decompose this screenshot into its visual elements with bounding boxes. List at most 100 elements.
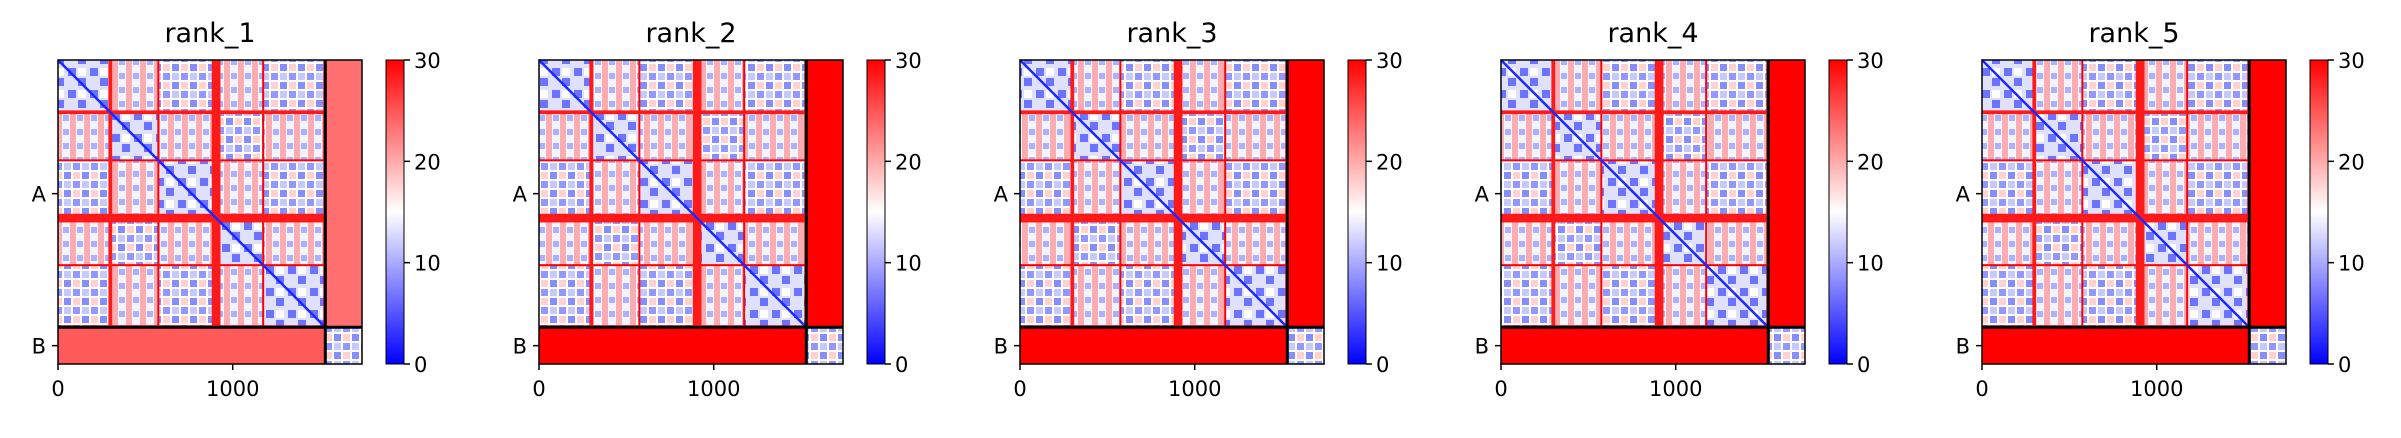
panel-title-4: rank_4 bbox=[1607, 18, 1698, 49]
heatmap-diagonal bbox=[538, 59, 844, 365]
heatmap-block bbox=[159, 220, 217, 265]
heatmap-block bbox=[1180, 161, 1225, 219]
heatmap-band bbox=[1020, 213, 1288, 223]
heatmap-block bbox=[1661, 161, 1706, 219]
heatmap-block bbox=[1072, 60, 1120, 111]
heatmap-block bbox=[1226, 220, 1286, 265]
y-tick-label: B bbox=[994, 335, 1008, 359]
heatmap-block bbox=[1226, 161, 1286, 219]
y-tick-label: A bbox=[513, 183, 528, 207]
heatmap-block bbox=[2083, 266, 2141, 326]
x-tick-label: 0 bbox=[1494, 377, 1507, 401]
colorbar-2: 0 10 20 30 bbox=[866, 49, 922, 377]
heatmap-block bbox=[640, 220, 698, 265]
heatmap-block bbox=[1020, 112, 1071, 160]
heatmap-block bbox=[1707, 161, 1767, 219]
y-tick-label: A bbox=[32, 183, 47, 207]
heatmap-band bbox=[539, 213, 807, 223]
heatmap-block bbox=[1180, 60, 1225, 111]
heatmap-block bbox=[58, 266, 109, 326]
heatmap-block bbox=[218, 161, 263, 219]
heatmap-band bbox=[1501, 110, 1769, 115]
heatmap-band bbox=[1070, 60, 1075, 328]
colorbar-tick-label: 0 bbox=[1857, 353, 1870, 377]
x-tick-label: 0 bbox=[51, 377, 64, 401]
heatmap-block bbox=[1226, 112, 1286, 160]
heatmap-band bbox=[1654, 60, 1664, 328]
y-tick-label: B bbox=[1475, 335, 1489, 359]
x-tick-label: 1000 bbox=[206, 377, 259, 401]
y-tick-label: B bbox=[513, 335, 527, 359]
colorbar-tick-label: 30 bbox=[1376, 49, 1403, 73]
heatmap-block bbox=[1553, 266, 1601, 326]
heatmap-band bbox=[692, 60, 702, 328]
heatmap-band bbox=[58, 110, 326, 115]
colorbar-tick-label: 30 bbox=[1857, 49, 1884, 73]
heatmap-block bbox=[1501, 266, 1552, 326]
heatmap-block bbox=[699, 60, 744, 111]
heatmap-chainB-block bbox=[2249, 327, 2286, 364]
heatmap-block bbox=[2034, 220, 2082, 265]
heatmap-block bbox=[745, 60, 805, 111]
heatmap-diagonal bbox=[1500, 59, 1806, 365]
heatmap-band bbox=[539, 110, 807, 115]
heatmap-diagonal bbox=[57, 59, 363, 365]
heatmap-chainB-block bbox=[1287, 327, 1324, 364]
heatmap-block bbox=[110, 220, 158, 265]
heatmap-block bbox=[1602, 220, 1660, 265]
heatmap-band bbox=[108, 60, 113, 328]
heatmap-block bbox=[1553, 60, 1601, 111]
colorbar-tick-label: 0 bbox=[414, 353, 427, 377]
heatmap-block bbox=[2142, 266, 2187, 326]
heatmap-block bbox=[591, 161, 639, 219]
heatmap-block bbox=[699, 161, 744, 219]
heatmap-block bbox=[58, 161, 109, 219]
colorbar-tick-label: 10 bbox=[2338, 252, 2365, 276]
colorbar-gradient bbox=[1347, 59, 1367, 365]
colorbar-tick-label: 20 bbox=[414, 150, 441, 174]
heatmap-block bbox=[218, 60, 263, 111]
heatmap-block bbox=[2188, 220, 2248, 265]
heatmap-block bbox=[640, 60, 698, 111]
panel-title-1: rank_1 bbox=[164, 18, 255, 49]
heatmap-block bbox=[218, 112, 263, 160]
heatmap-block bbox=[640, 112, 698, 160]
heatmap-block bbox=[640, 266, 698, 326]
heatmap-block bbox=[110, 161, 158, 219]
x-tick-label: 1000 bbox=[687, 377, 740, 401]
x-tick-label: 0 bbox=[532, 377, 545, 401]
heatmap-band bbox=[1551, 60, 1556, 328]
panel-title-2: rank_2 bbox=[645, 18, 736, 49]
colorbar-gradient bbox=[1828, 59, 1848, 365]
x-tick-label: 0 bbox=[1975, 377, 1988, 401]
colorbar-tick-label: 30 bbox=[2338, 49, 2365, 73]
heatmap-band bbox=[211, 60, 221, 328]
heatmap-chainB-block bbox=[806, 327, 843, 364]
colorbar-tick-label: 20 bbox=[1857, 150, 1884, 174]
heatmap-block bbox=[1982, 161, 2033, 219]
heatmap-block bbox=[1661, 112, 1706, 160]
x-tick-label: 1000 bbox=[1649, 377, 1702, 401]
heatmap-block bbox=[1661, 266, 1706, 326]
heatmap-block bbox=[2083, 112, 2141, 160]
panel-title-3: rank_3 bbox=[1126, 18, 1217, 49]
heatmap-block bbox=[745, 220, 805, 265]
heatmap-block bbox=[2034, 161, 2082, 219]
colorbar-tick-label: 20 bbox=[2338, 150, 2365, 174]
heatmap-block bbox=[745, 161, 805, 219]
y-tick-label: B bbox=[1956, 335, 1970, 359]
heatmap-block bbox=[591, 220, 639, 265]
colorbar-tick-label: 10 bbox=[895, 252, 922, 276]
colorbar-tick-label: 10 bbox=[1376, 252, 1403, 276]
heatmap-block bbox=[2083, 220, 2141, 265]
colorbar-gradient bbox=[2309, 59, 2329, 365]
heatmap-block bbox=[264, 112, 324, 160]
heatmap-frame bbox=[1019, 59, 1325, 365]
heatmap-block bbox=[1501, 220, 1552, 265]
colorbar-5: 0 10 20 30 bbox=[2309, 49, 2365, 377]
heatmap-block bbox=[2034, 60, 2082, 111]
colorbar-3: 0 10 20 30 bbox=[1347, 49, 1403, 377]
heatmap-block bbox=[2188, 112, 2248, 160]
heatmap-block bbox=[591, 60, 639, 111]
